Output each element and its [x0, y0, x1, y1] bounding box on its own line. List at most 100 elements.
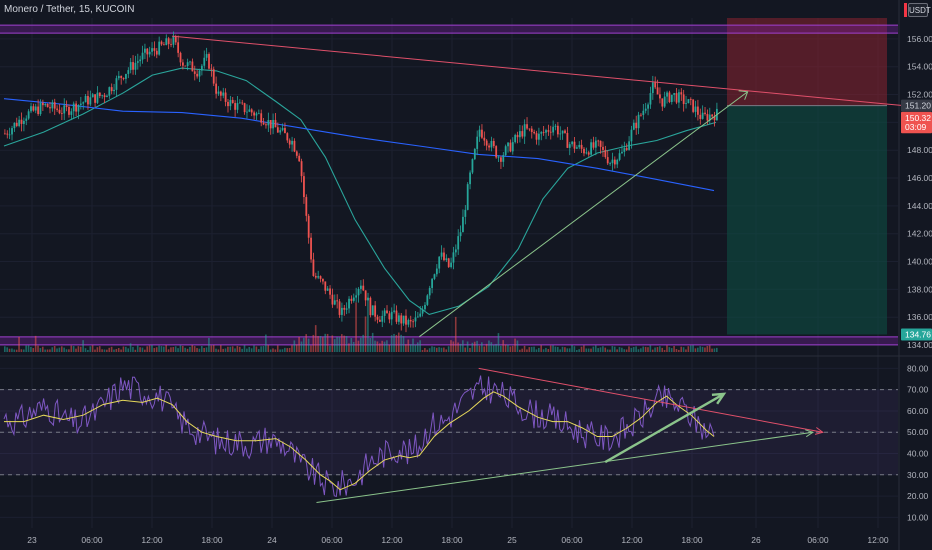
currency-selector[interactable]: USDT [904, 3, 931, 17]
volume-bar [331, 335, 334, 352]
candle [198, 68, 201, 83]
candle-body [530, 128, 533, 132]
candle-body [500, 157, 502, 162]
volume-bar [260, 346, 262, 352]
candle-body [580, 144, 583, 149]
candle-body [246, 111, 248, 113]
candle [348, 296, 350, 314]
rsi-arrow-line[interactable] [604, 392, 725, 464]
candle [383, 308, 386, 323]
volume-bar [540, 345, 542, 352]
candle [295, 150, 298, 159]
candle-body [210, 68, 213, 70]
price-label-text: 134.76 [905, 329, 931, 339]
volume-bar [473, 341, 476, 352]
candle [587, 150, 590, 157]
candle [390, 307, 393, 326]
volume-bar [37, 345, 39, 352]
candle-body [98, 92, 101, 97]
support-band [0, 336, 898, 345]
candle [530, 126, 533, 139]
volume-bar [295, 344, 298, 352]
candle-body [457, 236, 460, 250]
candle-body [110, 87, 113, 92]
volume-bar [75, 348, 77, 352]
candle-body [659, 94, 661, 99]
rsi-support-line[interactable] [316, 431, 813, 503]
candle-body [222, 92, 225, 96]
candle [616, 158, 619, 169]
candle [15, 117, 18, 128]
candle [210, 64, 213, 77]
candle-body [597, 140, 600, 142]
volume-bar [609, 349, 611, 352]
candle-body [58, 109, 61, 114]
candle-body [554, 125, 557, 127]
candle [70, 108, 73, 121]
time-axis-tick: 06:00 [561, 535, 583, 545]
volume-bar [706, 346, 709, 352]
candle-body [120, 75, 123, 78]
volume-bar [507, 344, 509, 352]
candle [500, 155, 502, 170]
candle [670, 94, 673, 105]
volume-bar [443, 347, 445, 352]
candle [519, 125, 521, 143]
candle-body [189, 61, 191, 63]
candle-body [336, 300, 339, 302]
candle-body [583, 148, 585, 154]
price-support-line[interactable] [419, 91, 748, 338]
rsi-resistance-line[interactable] [478, 367, 823, 433]
volume-bar [364, 316, 367, 352]
candle-body [205, 54, 208, 58]
trend-lines[interactable] [172, 35, 904, 338]
candle [435, 264, 438, 277]
candle [678, 89, 680, 109]
candle [333, 294, 336, 306]
volume-bar [341, 334, 343, 352]
candle-body [462, 216, 464, 233]
time-axis-tick: 24 [267, 535, 277, 545]
candle-body [459, 232, 462, 237]
volume-bar [134, 349, 137, 352]
price-resistance-line[interactable] [172, 35, 904, 107]
price-axis-tick: 142.00 [907, 229, 932, 239]
candle-body [452, 252, 455, 263]
candle-body [333, 300, 336, 305]
volume-bar [476, 340, 478, 352]
candle-body [445, 258, 448, 261]
volume-bar [367, 297, 369, 352]
volume-bar [300, 341, 303, 352]
candle [497, 155, 500, 162]
candle-body [272, 119, 274, 129]
volume-bar [400, 334, 402, 352]
candle [79, 96, 82, 110]
volume-bar [286, 348, 289, 352]
volume-bar [56, 348, 58, 352]
currency-button[interactable]: USDT [908, 3, 931, 17]
volume-bar [163, 346, 165, 352]
candle [6, 130, 9, 139]
candle [483, 131, 486, 146]
time-axis-tick: 12:00 [867, 535, 889, 545]
volume-bar [654, 347, 656, 352]
candle [248, 105, 251, 113]
candle [604, 145, 607, 159]
rsi-support-arrowhead [805, 429, 815, 438]
volume-bar [219, 345, 222, 352]
candle-body [511, 142, 514, 152]
candle-body [616, 159, 619, 165]
symbol-title: Monero / Tether, 15, KUCOIN [4, 4, 135, 15]
candle-body [51, 102, 54, 109]
volume-bar [528, 347, 531, 352]
candle [324, 281, 327, 295]
candle [177, 35, 180, 58]
candle [8, 127, 11, 140]
rsi-axis-tick: 40.00 [907, 449, 929, 459]
volume-bar [613, 346, 616, 352]
candle [148, 46, 151, 58]
candle-body [193, 71, 196, 74]
volume-bar [431, 346, 433, 352]
ma-short-line [3, 67, 717, 315]
